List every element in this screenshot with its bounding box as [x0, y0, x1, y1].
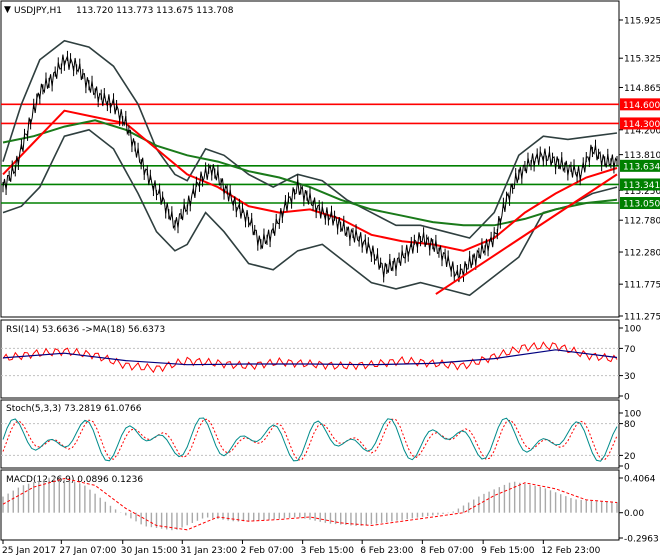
price-tick-label-8: 111.775 — [624, 281, 660, 291]
level-label-3: 113.341 — [620, 178, 660, 191]
time-tick-label-5: 3 Feb 15:00 — [301, 546, 355, 556]
level-label-4: 113.050 — [620, 197, 660, 210]
level-label-text-4: 113.050 — [623, 200, 660, 210]
rsi-ma-line — [2, 349, 618, 366]
level-label-2: 113.634 — [620, 159, 660, 172]
time-tick-label-7: 8 Feb 07:00 — [420, 546, 474, 556]
price-tick-label-4: 113.810 — [624, 151, 660, 161]
price-tick-label-1: 115.325 — [624, 55, 660, 65]
price-tick-label-9: 111.275 — [624, 313, 660, 323]
time-tick-label-6: 6 Feb 23:00 — [360, 546, 414, 556]
time-tick-label-2: 30 Jan 15:00 — [121, 546, 178, 556]
price-tick-label-3: 114.200 — [624, 126, 660, 136]
stoch-scale-tick-label-2: 20 — [624, 452, 636, 462]
rsi-label: RSI(14) 53.6636 — [6, 325, 79, 335]
level-label-text-3: 113.341 — [623, 181, 660, 191]
price-tick-label-5: 113.250 — [624, 187, 660, 197]
level-label-text-0: 114.600 — [623, 101, 660, 111]
level-label-bg-0 — [620, 98, 660, 111]
price-tick-label-7: 112.280 — [624, 249, 660, 259]
ohlc-label: 113.720 113.773 113.675 113.708 — [76, 6, 234, 16]
level-label-bg-3 — [620, 178, 660, 191]
rsi-scale-tick-label-2: 30 — [624, 372, 636, 382]
price-tick-label-6: 112.780 — [624, 217, 660, 227]
main-panel-frame — [0, 0, 620, 318]
level-label-1: 114.300 — [620, 117, 660, 130]
stoch-signal-line — [2, 418, 618, 461]
rsi-scale-tick-label-3: 0 — [624, 393, 630, 403]
stoch-label: Stoch(5,3,3) 73.2819 61.0766 — [6, 404, 142, 414]
macd-scale-tick-label-1: 0.00 — [624, 509, 644, 519]
symbol-label: USDJPY,H1 — [14, 6, 62, 16]
support-trendline — [435, 173, 618, 295]
macd-panel-frame — [0, 469, 620, 541]
level-label-0: 114.600 — [620, 98, 660, 111]
price-tick-label-0: 115.925 — [624, 17, 660, 27]
time-tick-label-3: 31 Jan 23:00 — [180, 546, 237, 556]
level-label-bg-1 — [620, 117, 660, 130]
time-tick-label-1: 27 Jan 07:00 — [59, 546, 116, 556]
rsi-scale-tick-label-0: 100 — [624, 325, 641, 335]
level-label-bg-4 — [620, 197, 660, 210]
macd-label: MACD(12,26,9) 0.0896 0.1236 — [6, 475, 143, 485]
stoch-scale-tick-label-0: 100 — [624, 410, 641, 420]
level-label-bg-2 — [620, 159, 660, 172]
collapse-triangle-icon[interactable]: ▼ — [4, 5, 11, 15]
level-label-text-1: 114.300 — [623, 120, 660, 130]
time-tick-label-8: 9 Feb 15:00 — [481, 546, 535, 556]
stoch-scale-tick-label-1: 80 — [624, 420, 636, 430]
rsi-scale-tick-label-1: 70 — [624, 345, 636, 355]
bollinger-lower-line — [2, 128, 618, 297]
fast-moving-average-line — [2, 109, 618, 252]
macd-scale-tick-label-0: 0.4064 — [624, 475, 656, 485]
macd-signal-line — [2, 477, 618, 531]
time-tick-label-4: 2 Feb 07:00 — [240, 546, 294, 556]
time-tick-label-9: 12 Feb 23:00 — [541, 546, 600, 556]
stoch-scale-tick-label-3: 0 — [624, 463, 630, 473]
stoch-main-line — [2, 417, 618, 462]
time-tick-label-0: 25 Jan 2017 — [2, 546, 56, 556]
rsi-ma-label: ->MA(18) 56.6373 — [82, 325, 165, 335]
bollinger-upper-line — [2, 39, 618, 239]
price-tick-label-2: 114.865 — [624, 84, 660, 94]
level-label-text-2: 113.634 — [623, 162, 660, 172]
macd-scale-tick-label-2: -0.2963 — [624, 535, 659, 545]
